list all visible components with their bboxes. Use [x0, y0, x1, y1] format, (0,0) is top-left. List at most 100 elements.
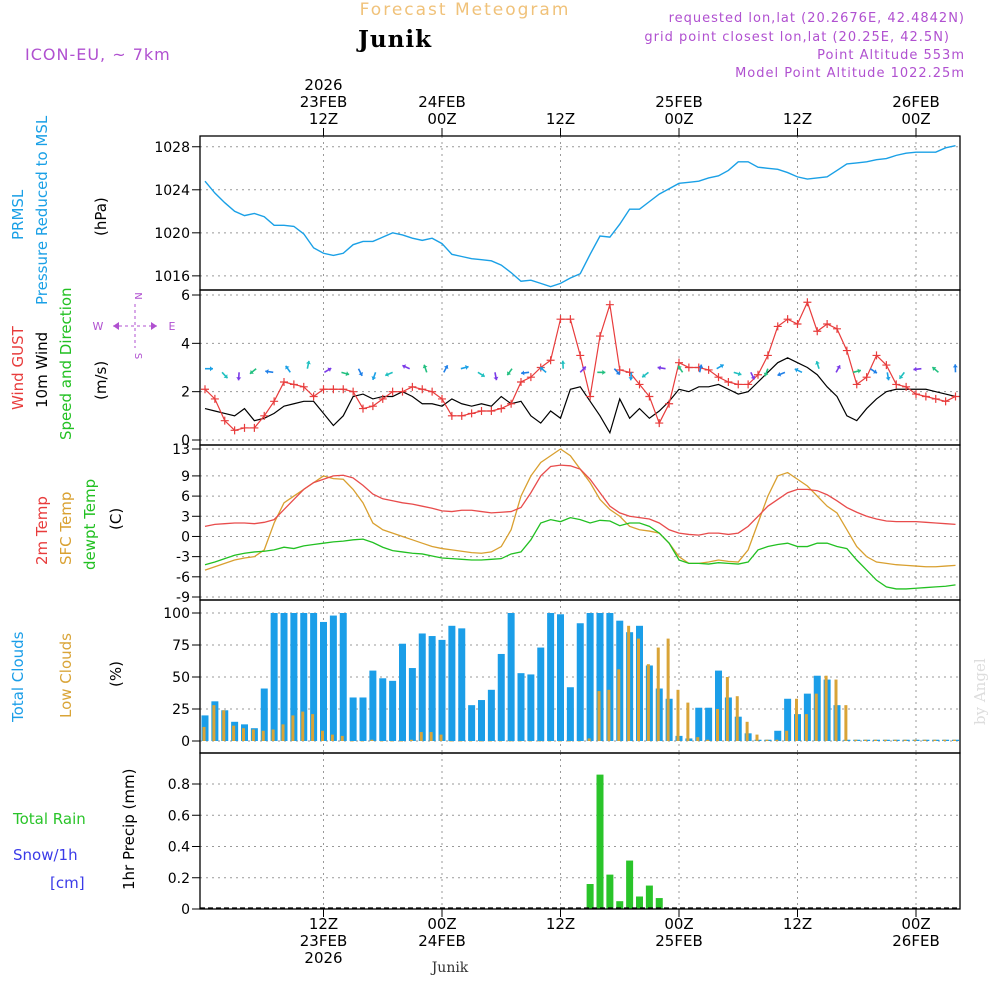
gust-marker	[349, 387, 358, 396]
wind-arrow-head	[836, 365, 841, 370]
wind-arrow-head	[899, 374, 904, 379]
x-label-top: 00Z	[427, 110, 456, 128]
total-cloud-bar	[458, 628, 466, 741]
y-tick-label: 0	[181, 902, 190, 918]
total-cloud-bar	[517, 673, 525, 741]
gust-marker	[270, 397, 279, 406]
rain-bar	[645, 885, 653, 909]
low-cloud-bar	[933, 739, 937, 741]
rain-bar	[636, 896, 643, 909]
cloud-unit: (%)	[107, 661, 125, 687]
gust-marker	[477, 407, 486, 415]
gust-marker	[605, 300, 614, 309]
wind-arrow	[913, 366, 922, 372]
low-cloud-bar	[301, 711, 305, 741]
low-cloud-bar	[439, 734, 443, 741]
low-cloud-bar	[400, 741, 403, 742]
wind-arrow-head	[750, 375, 756, 380]
wind-arrow-head	[581, 366, 586, 371]
x-label-bottom: 12Z	[546, 915, 575, 933]
low-cloud-bar	[212, 705, 216, 741]
gust-marker	[704, 365, 713, 374]
gust-marker	[359, 404, 367, 413]
model-altitude: Model Point Altitude 1022.25m	[735, 66, 965, 81]
wind-arrow	[777, 371, 786, 377]
watermark: by Angel	[971, 658, 989, 725]
gust-marker	[280, 378, 288, 386]
gust-marker	[201, 385, 209, 394]
total-cloud-bar	[527, 674, 535, 741]
total-cloud-bar	[566, 687, 574, 741]
y-tick-label: 0	[181, 529, 190, 545]
low-cloud-bar	[725, 677, 729, 741]
total-cloud-bar	[774, 730, 782, 741]
low-cloud-bar	[330, 734, 334, 741]
low-cloud-bar	[350, 741, 354, 742]
low-cloud-bar	[607, 689, 611, 741]
gust-marker	[230, 426, 239, 435]
point-altitude: Point Altitude 553m	[817, 48, 965, 63]
low-cloud-bar	[488, 741, 492, 742]
total-cloud-bar	[359, 697, 367, 741]
wind-arrow	[579, 366, 587, 373]
requested-coords: requested lon,lat (20.2676E, 42.4842N)	[669, 11, 965, 26]
total-cloud-bar	[478, 700, 485, 741]
total-cloud-bar	[369, 670, 377, 741]
y-tick-label: 75	[172, 638, 190, 654]
total-cloud-bar	[320, 621, 327, 741]
low-cloud-bar	[528, 741, 532, 742]
low-cloud-bar	[498, 741, 502, 742]
wind-arrow	[521, 370, 530, 376]
total-cloud-bar	[300, 613, 308, 741]
low-cloud-bar	[469, 741, 473, 742]
total-cloud-bar	[290, 613, 298, 741]
wind-arrow-head	[443, 365, 449, 370]
gust-marker	[823, 320, 832, 328]
wind10m-label: 10m Wind	[33, 332, 51, 408]
total-cloud-bar	[487, 689, 495, 741]
compass-s: S	[132, 353, 143, 359]
total-cloud-bar	[389, 680, 397, 741]
low-cloud-bar	[923, 739, 927, 741]
gust-marker	[368, 402, 377, 411]
x-label-bottom: 2026	[304, 949, 342, 967]
location-title: Junik	[356, 26, 432, 53]
low-cloud-bar	[380, 741, 384, 742]
total-cloud-bar	[715, 670, 722, 741]
wind-arrow	[236, 372, 242, 381]
gust-marker	[240, 423, 249, 432]
total-cloud-bar	[379, 678, 387, 741]
wind-arrow	[205, 366, 213, 372]
low-cloud-bar	[627, 625, 631, 741]
total-cloud-label: Total Clouds	[9, 631, 27, 723]
wind10m-line	[204, 357, 956, 435]
low-cloud-bar	[676, 689, 680, 741]
total-cloud-bar	[705, 707, 713, 741]
low-cloud-bar	[518, 741, 522, 742]
gust-marker	[418, 385, 427, 394]
cloud-labels: Total Clouds Low Clouds (%)	[9, 631, 125, 723]
gust-marker	[744, 380, 753, 389]
wind-arrow-head	[952, 364, 958, 368]
wind-arrow-head	[345, 371, 350, 377]
low-cloud-bar	[765, 739, 769, 741]
gust-marker	[378, 394, 387, 403]
low-cloud-bar	[538, 741, 542, 742]
x-label-bottom: 00Z	[664, 915, 693, 933]
gust-marker	[408, 382, 417, 391]
low-cloud-bar	[775, 739, 779, 741]
low-cloud-bar	[567, 741, 571, 742]
low-cloud-bar	[716, 709, 719, 741]
low-cloud-bar	[745, 721, 749, 741]
gust-marker	[931, 394, 940, 403]
low-cloud-bar	[953, 739, 956, 741]
gust-marker	[773, 322, 782, 331]
x-label-top: 25FEB	[655, 93, 702, 111]
low-cloud-bar	[735, 696, 739, 741]
total-cloud-bar	[596, 613, 604, 741]
precip-labels: Total Rain Snow/1h [cm] 1hr Precip (mm)	[12, 769, 138, 892]
gust-marker	[872, 351, 881, 360]
wind-arrow	[852, 368, 862, 374]
low-cloud-bar	[390, 741, 394, 742]
wind-arrow	[221, 371, 229, 379]
